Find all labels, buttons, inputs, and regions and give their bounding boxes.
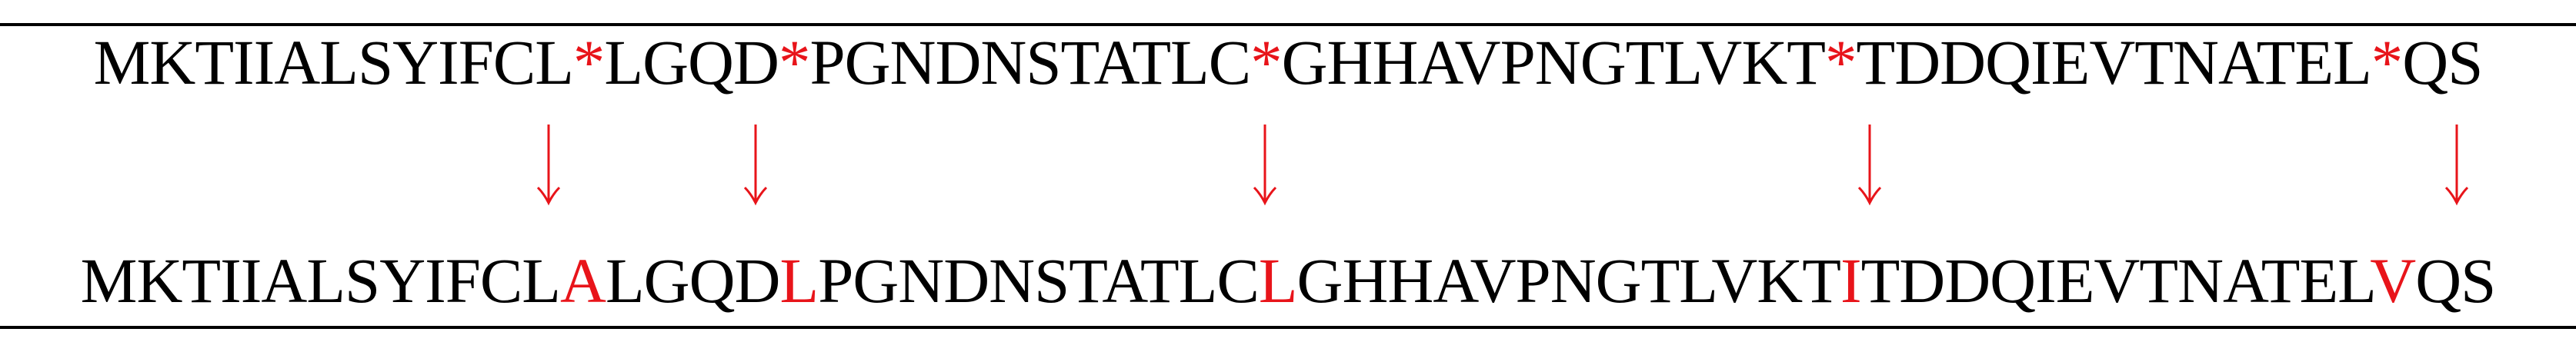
- substituted-residue-5: V: [2370, 245, 2416, 316]
- substituted-segment-2: LGQD: [605, 245, 781, 316]
- top-rule: [0, 23, 2576, 26]
- original-segment-3: PGNDNSTATLC: [809, 27, 1251, 98]
- substituted-residue-2: L: [779, 245, 819, 316]
- original-placeholder-4: *: [1825, 27, 1857, 98]
- bottom-rule: [0, 326, 2576, 329]
- original-placeholder-5: *: [2371, 27, 2403, 98]
- substituted-segment-4: GHHAVPNGTLVKT: [1296, 245, 1841, 316]
- original-segment-1: MKTIIALSYIFCL: [93, 27, 574, 98]
- substituted-residue-3: L: [1258, 245, 1298, 316]
- substituted-sequence: MKTIIALSYIFCLALGQDLPGNDNSTATLCLGHHAVPNGT…: [0, 249, 2576, 313]
- arrow-down-icon: [1250, 123, 1280, 206]
- original-sequence: MKTIIALSYIFCL*LGQD*PGNDNSTATLC*GHHAVPNGT…: [0, 31, 2576, 95]
- original-placeholder-2: *: [778, 27, 810, 98]
- substituted-segment-5: TDDQIEVTNATEL: [1860, 245, 2371, 316]
- substituted-segment-3: PGNDNSTATLC: [818, 245, 1260, 316]
- substituted-segment-6: QS: [2415, 245, 2496, 316]
- substituted-segment-1: MKTIIALSYIFCL: [80, 245, 561, 316]
- original-segment-5: TDDQIEVTNATEL: [1856, 27, 2372, 98]
- arrow-down-icon: [1854, 123, 1885, 206]
- original-segment-4: GHHAVPNGTLVKT: [1281, 27, 1826, 98]
- substituted-residue-4: I: [1840, 245, 1862, 316]
- original-placeholder-1: *: [572, 27, 605, 98]
- original-segment-2: LGQD: [604, 27, 779, 98]
- substituted-residue-1: A: [560, 245, 606, 316]
- arrow-down-icon: [533, 123, 564, 206]
- arrow-down-icon: [2441, 123, 2472, 206]
- arrow-down-icon: [740, 123, 771, 206]
- original-segment-6: QS: [2402, 27, 2483, 98]
- original-placeholder-3: *: [1250, 27, 1282, 98]
